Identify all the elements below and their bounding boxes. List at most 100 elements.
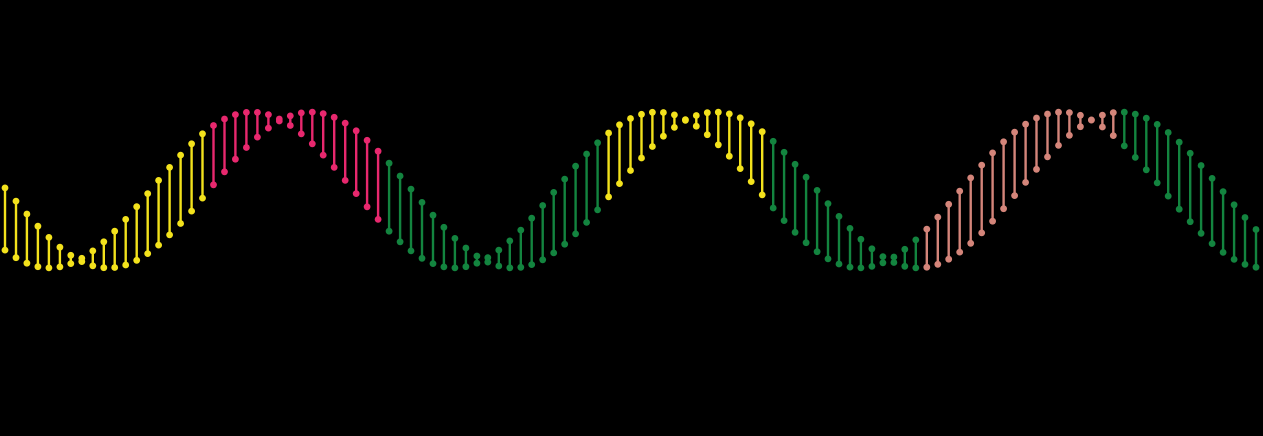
helix-rung: [429, 211, 437, 267]
rung-dot: [1077, 111, 1084, 119]
helix-rung: [692, 112, 700, 130]
rung-dot: [835, 260, 843, 268]
helix-rung: [1142, 114, 1150, 174]
rung-dot: [550, 189, 558, 196]
rung-dot: [1055, 142, 1062, 149]
rung-dot: [561, 240, 569, 248]
rung-dot: [286, 122, 294, 129]
rung-dot: [363, 203, 371, 211]
rung-dot: [1131, 110, 1139, 118]
rung-dot: [769, 204, 777, 212]
rung-dot: [462, 263, 470, 271]
rung-dot: [923, 225, 931, 233]
pink-segment: [210, 108, 338, 189]
rung-dot: [1, 246, 9, 254]
helix-rung: [155, 177, 163, 249]
rung-dot: [813, 187, 821, 194]
helix-rung: [166, 164, 174, 239]
rung-dot: [484, 258, 492, 266]
rung-dot: [495, 262, 503, 270]
helix-rung: [484, 254, 492, 266]
helix-rung: [1252, 226, 1260, 271]
rung-dot: [758, 191, 766, 199]
helix-rung: [868, 245, 876, 270]
rung-dot: [1164, 192, 1172, 200]
rung-dot: [517, 226, 525, 234]
rung-dot: [34, 263, 42, 271]
helix-rung: [199, 130, 206, 202]
rung-dot: [275, 117, 283, 125]
rung-dot: [616, 180, 623, 188]
helix-rung: [572, 162, 579, 238]
rung-dot: [572, 230, 579, 238]
helix-rung: [122, 216, 130, 269]
rung-dot: [1219, 249, 1227, 256]
helix-rung: [308, 108, 316, 148]
rung-dot: [34, 222, 42, 230]
rung-dot: [649, 143, 656, 150]
rung-dot: [967, 239, 975, 247]
rung-dot: [912, 264, 920, 272]
rung-dot: [78, 258, 86, 265]
rung-dot: [429, 211, 437, 219]
helix-rung: [1099, 111, 1106, 131]
rung-dot: [199, 194, 206, 202]
rung-dot: [1230, 201, 1238, 209]
rung-dot: [605, 129, 612, 137]
rung-dot: [539, 202, 547, 209]
rung-dot: [133, 256, 141, 264]
rung-dot: [188, 207, 196, 215]
helix-rung: [352, 127, 360, 198]
helix-rung: [495, 246, 503, 270]
rung-dot: [67, 260, 75, 267]
rung-dot: [243, 109, 250, 116]
rung-dot: [188, 140, 196, 148]
rung-dot: [1011, 128, 1018, 136]
rung-dot: [1022, 179, 1029, 186]
rung-dot: [714, 141, 722, 149]
helix-rung: [1055, 108, 1062, 149]
rung-dot: [539, 256, 547, 264]
helix-rung: [1186, 149, 1194, 226]
helix-rung: [133, 203, 141, 264]
helix-rung: [725, 110, 733, 160]
rung-dot: [451, 235, 459, 242]
helix-rung: [1044, 110, 1051, 161]
rung-dot: [1186, 218, 1194, 226]
rung-dot: [616, 121, 623, 129]
helix-rung: [583, 150, 590, 226]
rung-dot: [901, 245, 909, 253]
rung-dot: [232, 155, 239, 163]
helix-rung: [34, 222, 42, 271]
rung-dot: [802, 239, 810, 247]
helix-rung: [736, 114, 744, 173]
rung-dot: [45, 264, 53, 272]
helix-rung: [67, 251, 75, 267]
rung-dot: [319, 151, 327, 159]
rung-dot: [780, 148, 788, 156]
helix-rung: [923, 225, 931, 271]
helix-rung: [1000, 138, 1007, 213]
rung-dot: [967, 174, 975, 182]
helix-rung: [714, 108, 722, 149]
rung-dot: [418, 199, 426, 206]
rung-dot: [956, 248, 964, 256]
rung-dot: [978, 161, 986, 169]
helix-rung: [967, 174, 975, 247]
rung-dot: [232, 111, 239, 118]
helix-rung: [747, 120, 755, 186]
rung-dot: [824, 255, 832, 263]
rung-dot: [1219, 188, 1227, 196]
rung-dot: [451, 264, 459, 272]
rung-dot: [802, 173, 810, 181]
helix-rung: [616, 121, 623, 188]
helix-rung: [462, 244, 470, 271]
rung-dot: [725, 152, 733, 160]
helix-rung: [407, 185, 415, 255]
helix-rung: [12, 197, 20, 262]
helix-rung: [605, 129, 612, 201]
rung-dot: [1109, 132, 1117, 140]
green-segment-3: [1120, 108, 1260, 271]
